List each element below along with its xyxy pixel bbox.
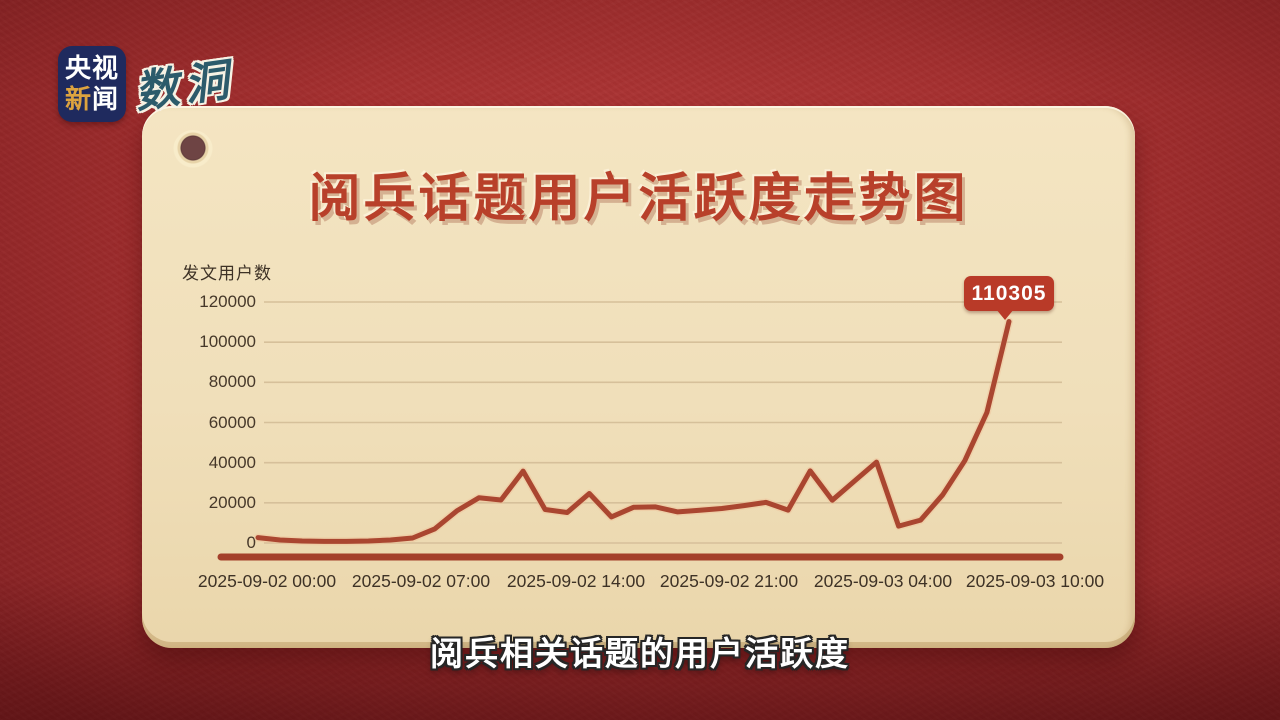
x-tick-label: 2025-09-02 07:00 [351,571,491,591]
chart-title: 阅兵话题用户活跃度走势图 [308,170,969,228]
video-subtitle: 阅兵相关话题的用户活跃度 [430,635,850,672]
cctv-news-logo: 央视 新闻 [58,46,126,122]
x-tick-label: 2025-09-02 14:00 [506,571,646,591]
y-tick-label: 40000 [208,453,256,472]
x-tick-label: 2025-09-03 04:00 [813,571,953,591]
y-tick-label: 60000 [208,413,256,432]
cctv-logo-line2: 新闻 [65,84,119,115]
x-tick-label: 2025-09-02 21:00 [659,571,799,591]
y-axis-title: 发文用户数 [182,264,272,283]
x-tick-label: 2025-09-03 10:00 [965,571,1105,591]
y-tick-label: 120000 [199,292,256,311]
cctv-logo-white-char: 闻 [92,84,120,114]
y-tick-label: 0 [246,533,256,552]
cctv-logo-gold-char: 新 [64,84,92,114]
cctv-logo-line1: 央视 [64,52,119,83]
y-tick-label: 100000 [199,332,256,351]
x-tick-label: 2025-09-02 00:00 [197,571,337,591]
y-tick-label: 80000 [208,372,256,391]
y-tick-label: 20000 [208,493,256,512]
peak-value-callout: 110305 [964,276,1054,320]
punch-hole-decoration [173,130,213,170]
